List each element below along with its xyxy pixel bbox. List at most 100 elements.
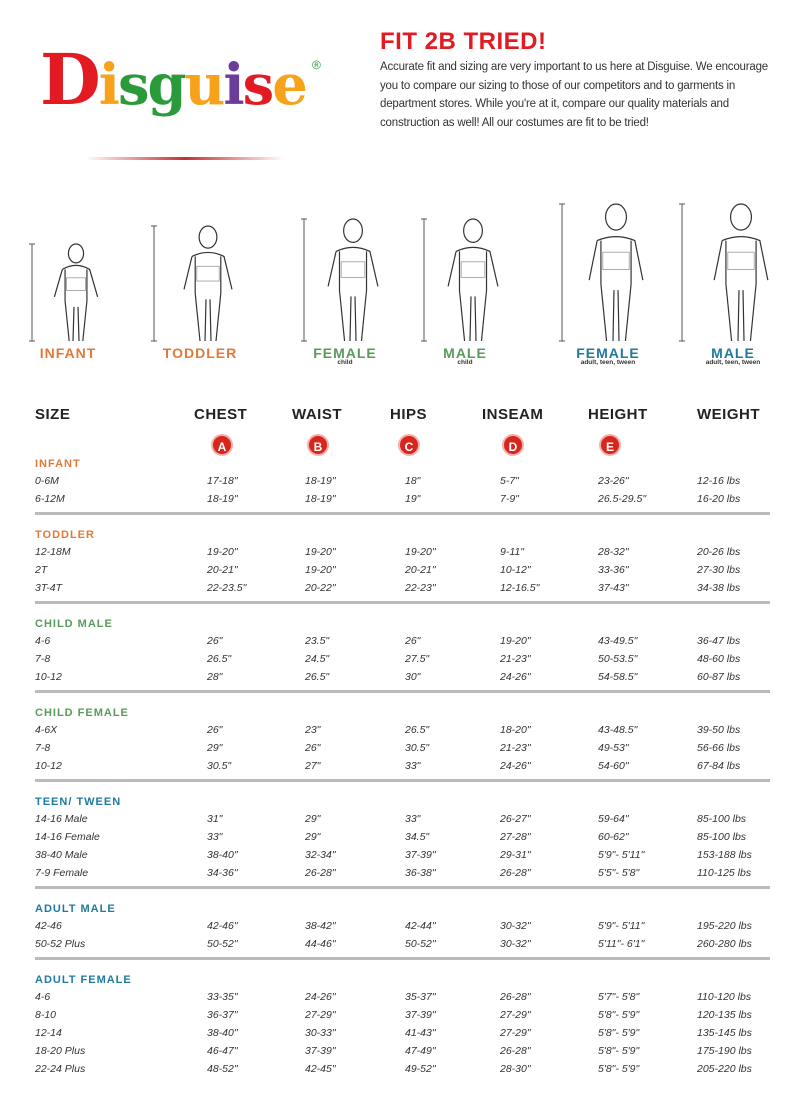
table-row: 14-16 Female 33" 29" 34.5" 27-28" 60-62" 85-10… [35,828,770,846]
cell-weight: 20-26 lbs [697,546,741,558]
cell-chest: 28" [207,671,223,683]
section-divider [35,957,770,960]
cell-weight: 110-120 lbs [697,991,752,1003]
cell-waist: 44-46" [305,938,336,950]
cell-waist: 19-20" [305,564,336,576]
cell-height: 5'8"- 5'9" [598,1063,640,1075]
cell-inseam: 21-23" [500,653,531,665]
section-title: TODDLER [35,529,95,541]
cell-chest: 42-46" [207,920,238,932]
cell-inseam: 21-23" [500,742,531,754]
cell-weight: 195-220 lbs [697,920,752,932]
cell-weight: 60-87 lbs [697,671,741,683]
table-row: 10-12 30.5" 27" 33" 24-26" 54-60" 67-84 lbs [35,757,770,775]
cell-hips: 26" [405,635,421,647]
cell-hips: 30" [405,671,421,683]
cell-hips: 27.5" [405,653,430,665]
section-divider [35,886,770,889]
cell-inseam: 7-9" [500,493,519,505]
cell-waist: 23" [305,724,321,736]
cell-height: 43-48.5" [598,724,638,736]
cell-waist: 30-33" [305,1027,336,1039]
section-title: ADULT FEMALE [35,974,132,986]
cell-size: 8-10 [35,1009,57,1021]
cell-height: 5'7"- 5'8" [598,991,640,1003]
measurement-badge-d: D [502,434,524,456]
cell-weight: 16-20 lbs [697,493,741,505]
cell-inseam: 27-28" [500,831,531,843]
cell-inseam: 30-32" [500,938,531,950]
table-row: 3T-4T 22-23.5" 20-22" 22-23" 12-16.5" 37-43" 3… [35,579,770,597]
cell-waist: 27-29" [305,1009,336,1021]
cell-size: 4-6 [35,635,51,647]
cell-chest: 29" [207,742,223,754]
cell-size: 42-46 [35,920,62,932]
cell-chest: 38-40" [207,1027,238,1039]
cell-hips: 49-52" [405,1063,436,1075]
cell-hips: 33" [405,760,421,772]
figure-male-adult: MALE adult, teen, tween [668,200,798,366]
cell-chest: 48-52" [207,1063,238,1075]
figure-female-adult: FEMALE adult, teen, tween [548,200,668,366]
figure-sublabel: child [337,359,353,366]
cell-height: 59-64" [598,813,629,825]
cell-hips: 50-52" [405,938,436,950]
intro-paragraph: Accurate fit and sizing are very importa… [380,61,768,129]
cell-chest: 36-37" [207,1009,238,1021]
cell-chest: 33" [207,831,223,843]
section-title: INFANT [35,458,81,470]
cell-size: 3T-4T [35,582,63,594]
cell-weight: 205-220 lbs [697,1063,752,1075]
cell-weight: 34-38 lbs [697,582,741,594]
section-toddler: TODDLER 12-18M 19-20" 19-20" 19-20" 9-11" 28-3… [35,527,770,604]
cell-hips: 37-39" [405,849,436,861]
cell-waist: 24-26" [305,991,336,1003]
cell-waist: 29" [305,813,321,825]
cell-hips: 42-44" [405,920,436,932]
body-outline-icon [679,203,769,342]
cell-hips: 41-43" [405,1027,436,1039]
column-header-chest: CHEST [194,406,248,423]
cell-waist: 18-19" [305,493,336,505]
logo-letter: e [272,52,308,118]
measurement-badge-e: E [599,434,621,456]
cell-waist: 19-20" [305,546,336,558]
section-teen-tween: TEEN/ TWEEN 14-16 Male 31" 29" 33" 26-27" 59-6… [35,794,770,889]
table-row: 38-40 Male 38-40" 32-34" 37-39" 29-31" 5'9"- … [35,846,770,864]
cell-chest: 19-20" [207,546,238,558]
logo-letter: g [147,52,187,118]
column-header-weight: WEIGHT [697,406,760,423]
table-row: 7-8 29" 26" 30.5" 21-23" 49-53" 56-66 lbs [35,739,770,757]
figure-label: MALE [711,345,755,361]
logo-underline [85,157,285,160]
table-row: 7-9 Female 34-36" 26-28" 36-38" 26-28" 5'5"- … [35,864,770,882]
cell-weight: 120-135 lbs [697,1009,752,1021]
logo-wordmark: Disguise [40,40,308,125]
disguise-logo: Disguise ® [40,40,330,140]
cell-chest: 34-36" [207,867,238,879]
section-divider [35,779,770,782]
cell-weight: 48-60 lbs [697,653,741,665]
cell-height: 50-53.5" [598,653,638,665]
cell-hips: 34.5" [405,831,430,843]
section-divider [35,601,770,604]
cell-inseam: 26-28" [500,867,531,879]
cell-hips: 19-20" [405,546,436,558]
cell-height: 5'9"- 5'11" [598,920,645,932]
cell-chest: 30.5" [207,760,232,772]
cell-inseam: 30-32" [500,920,531,932]
figure-label: FEMALE [576,345,640,361]
table-row: 42-46 42-46" 38-42" 42-44" 30-32" 5'9"- 5'11"… [35,917,770,935]
cell-chest: 22-23.5" [207,582,247,594]
figure-toddler: TODDLER [140,222,260,361]
cell-inseam: 24-26" [500,760,531,772]
cell-weight: 56-66 lbs [697,742,741,754]
section-child-male: CHILD MALE 4-6 26" 23.5" 26" 19-20" 43-49.5" 36… [35,616,770,693]
cell-size: 12-18M [35,546,71,558]
cell-weight: 135-145 lbs [697,1027,752,1039]
measurement-badge-a: A [211,434,233,456]
section-title: CHILD FEMALE [35,707,129,719]
cell-chest: 33-35" [207,991,238,1003]
table-row: 2T 20-21" 19-20" 20-21" 10-12" 33-36" 27-30 lb… [35,561,770,579]
figure-sublabel: adult, teen, tween [580,359,636,366]
